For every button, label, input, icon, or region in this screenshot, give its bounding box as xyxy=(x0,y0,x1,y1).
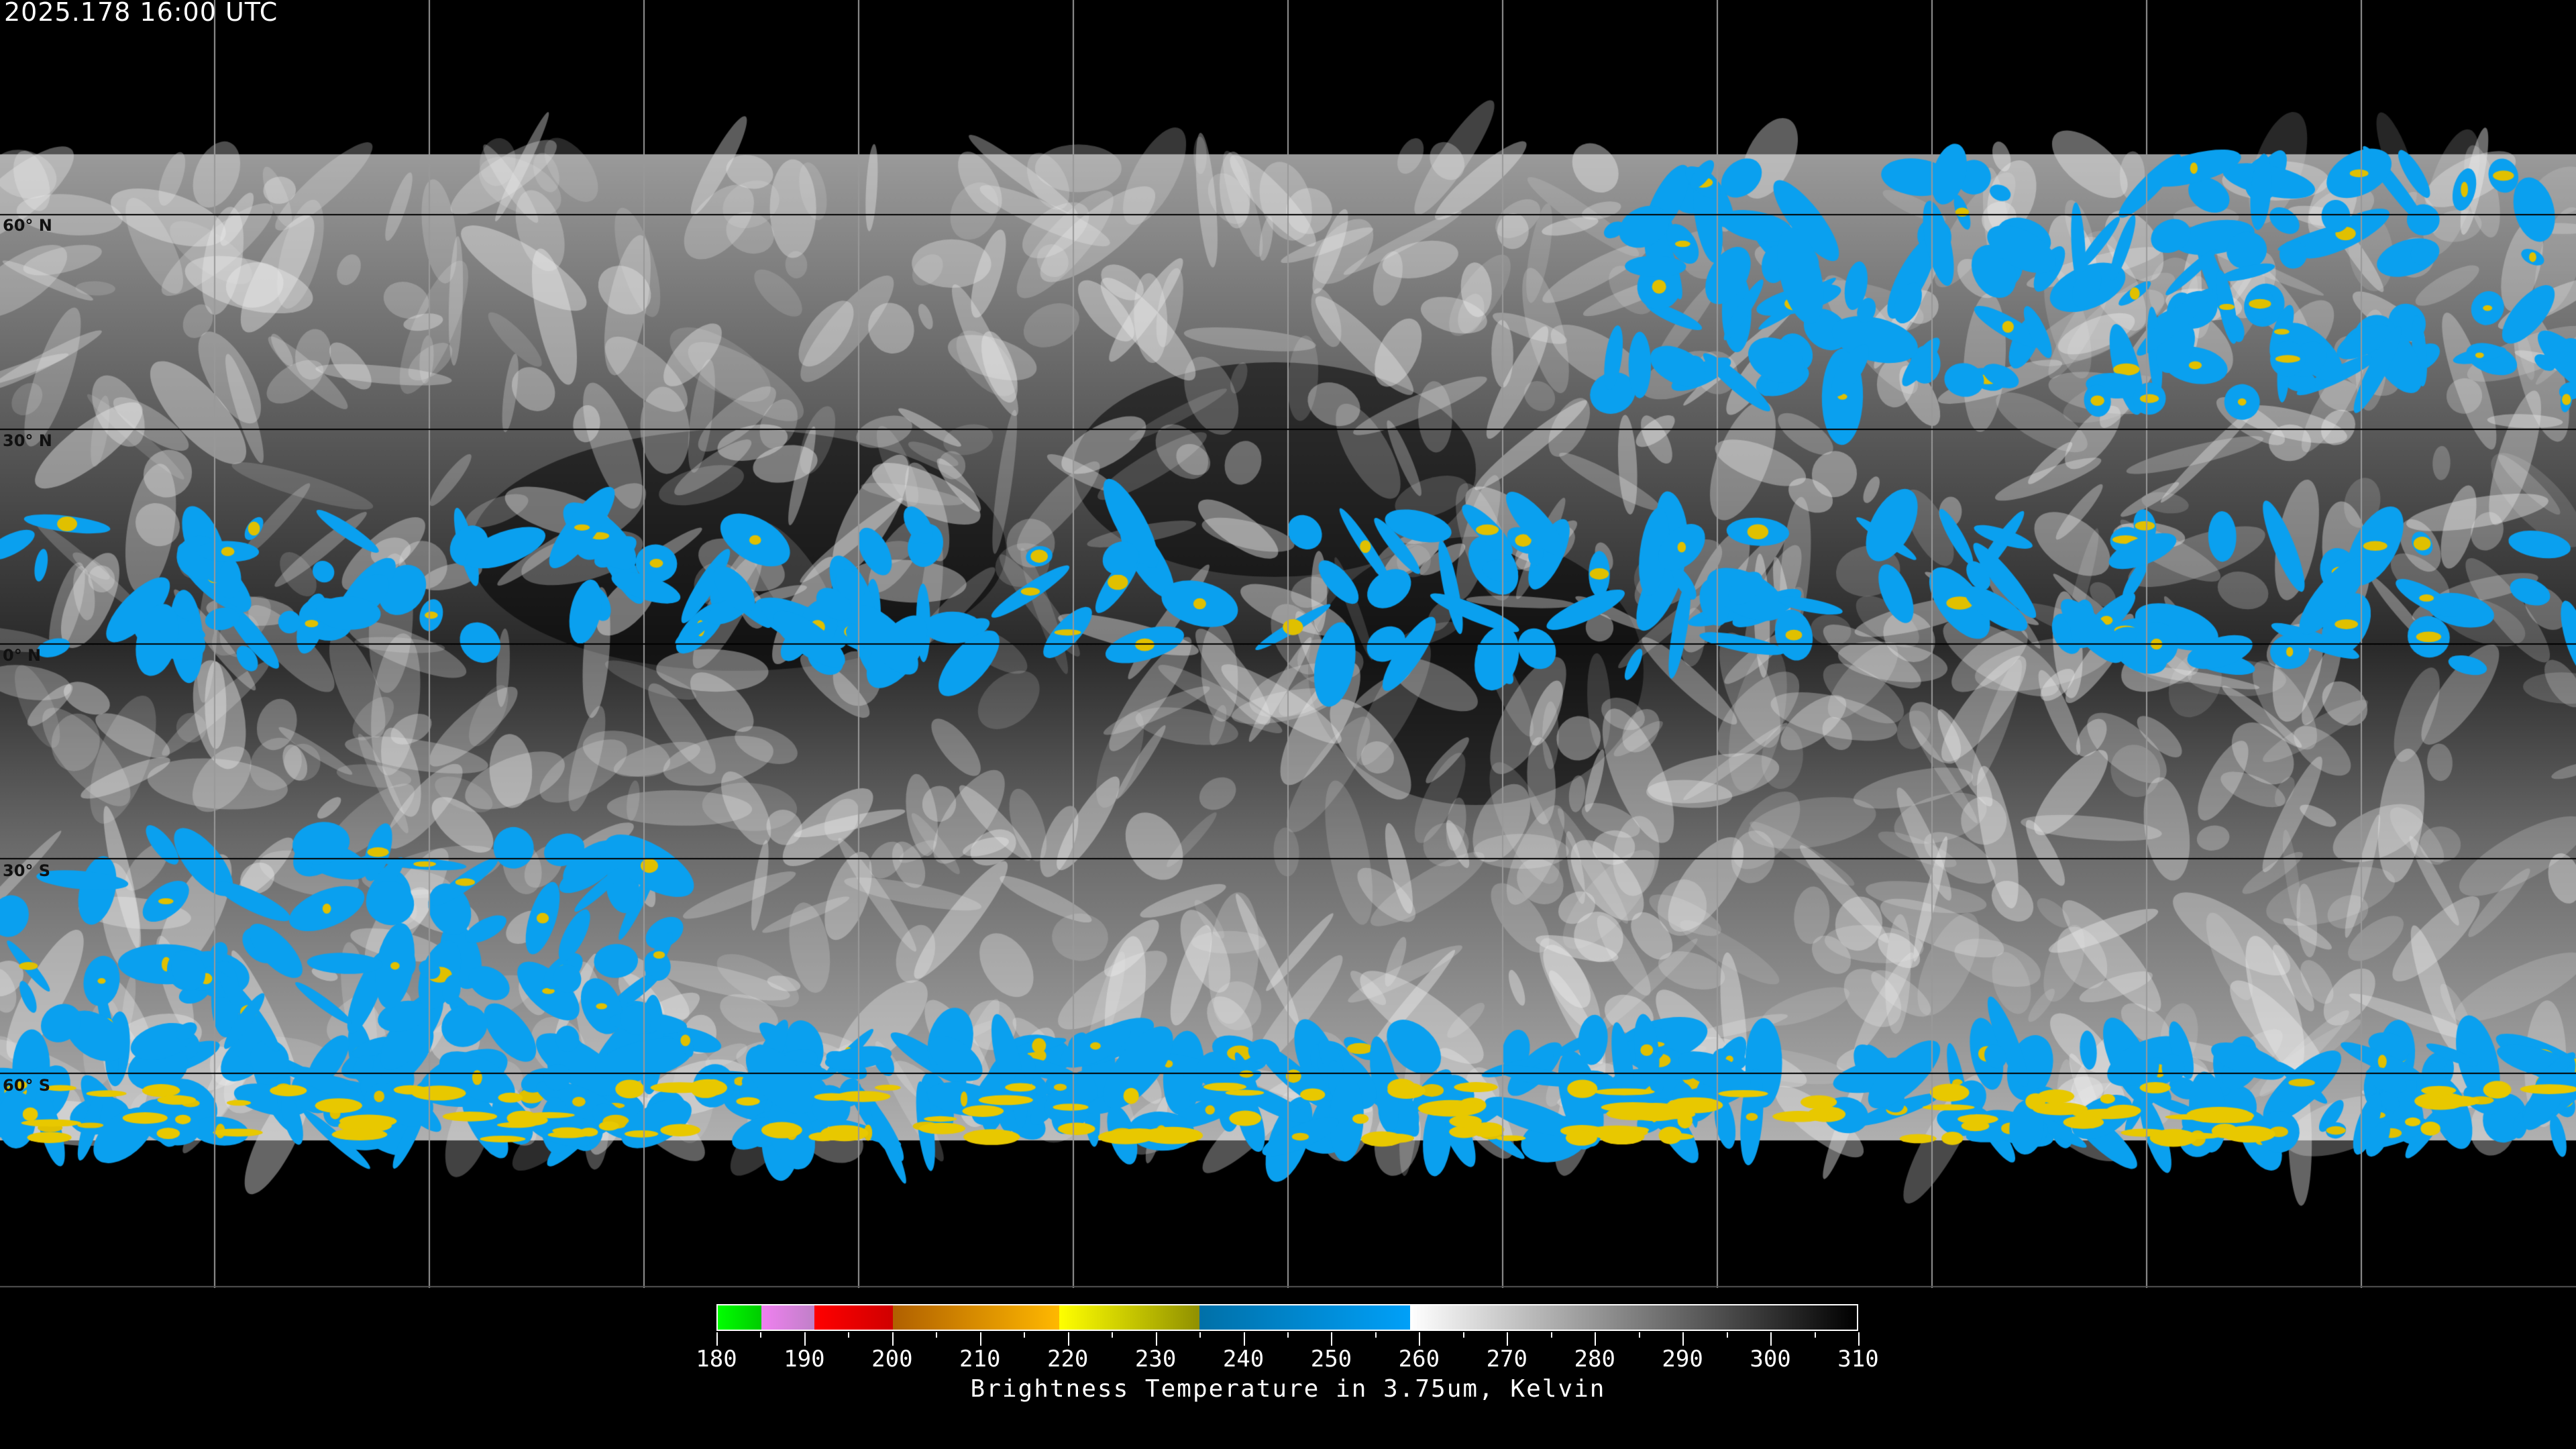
colorbar-tick-label: 190 xyxy=(784,1346,825,1373)
colorbar-tick xyxy=(1243,1332,1245,1346)
colorbar-tick xyxy=(716,1332,718,1346)
colorbar-tick xyxy=(1726,1332,1728,1338)
lat-label-30s: 30° S xyxy=(3,861,51,880)
colorbar-tick xyxy=(1682,1332,1684,1346)
colorbar-tick xyxy=(936,1332,938,1338)
colorbar-segment xyxy=(761,1305,814,1330)
colorbar-segment xyxy=(718,1305,762,1330)
colorbar-tick xyxy=(1375,1332,1377,1338)
colorbar-ticks xyxy=(716,1332,1860,1348)
colorbar-segment xyxy=(1199,1305,1410,1330)
colorbar-tick xyxy=(1287,1332,1289,1338)
colorbar-tick-label: 310 xyxy=(1837,1346,1879,1373)
colorbar-segment xyxy=(893,1305,1060,1330)
colorbar-segment xyxy=(814,1305,894,1330)
lat-label-30n: 30° N xyxy=(3,431,52,450)
colorbar-tick xyxy=(1067,1332,1069,1346)
colorbar-tick xyxy=(1550,1332,1552,1338)
colorbar-tick xyxy=(1419,1332,1421,1346)
colorbar-tick xyxy=(804,1332,806,1346)
colorbar-tick-label: 180 xyxy=(696,1346,737,1373)
colorbar-tick xyxy=(892,1332,894,1346)
colorbar-tick xyxy=(1199,1332,1201,1338)
colorbar-tick-label: 280 xyxy=(1574,1346,1615,1373)
colorbar-tick xyxy=(1770,1332,1772,1346)
colorbar-tick xyxy=(1331,1332,1333,1346)
lat-label-60s: 60° S xyxy=(3,1076,51,1095)
colorbar-tick-label: 260 xyxy=(1398,1346,1440,1373)
colorbar-tick-label: 240 xyxy=(1222,1346,1265,1373)
colorbar xyxy=(716,1304,1858,1331)
colorbar-tick-label: 200 xyxy=(871,1346,913,1373)
colorbar-tick xyxy=(1112,1332,1114,1338)
colorbar-title: Brightness Temperature in 3.75um, Kelvin xyxy=(970,1375,1606,1403)
colorbar-tick xyxy=(1595,1332,1597,1346)
satellite-map xyxy=(0,0,2576,1288)
colorbar-tick xyxy=(1814,1332,1816,1338)
colorbar-tick-label: 230 xyxy=(1134,1346,1177,1373)
colorbar-segment xyxy=(1059,1305,1200,1330)
colorbar-tick xyxy=(848,1332,850,1338)
colorbar-tick xyxy=(760,1332,762,1338)
lat-label-60n: 60° N xyxy=(3,216,52,235)
colorbar-tick-label: 220 xyxy=(1046,1346,1089,1373)
colorbar-tick xyxy=(1638,1332,1640,1338)
timestamp-label: 2025.178 16:00 UTC xyxy=(4,0,278,27)
colorbar-tick xyxy=(979,1332,981,1346)
colorbar-tick xyxy=(1462,1332,1464,1338)
colorbar-tick xyxy=(1858,1332,1860,1346)
colorbar-tick xyxy=(1155,1332,1157,1346)
lat-label-0n: 0° N xyxy=(3,646,42,665)
colorbar-tick-label: 300 xyxy=(1750,1346,1791,1373)
colorbar-tick xyxy=(1507,1332,1509,1346)
colorbar-tick-label: 270 xyxy=(1486,1346,1528,1373)
colorbar-tick-label: 290 xyxy=(1662,1346,1703,1373)
colorbar-tick-label: 250 xyxy=(1310,1346,1352,1373)
colorbar-tick-label: 210 xyxy=(959,1346,1001,1373)
colorbar-segment xyxy=(1409,1305,1857,1330)
colorbar-tick xyxy=(1024,1332,1026,1338)
